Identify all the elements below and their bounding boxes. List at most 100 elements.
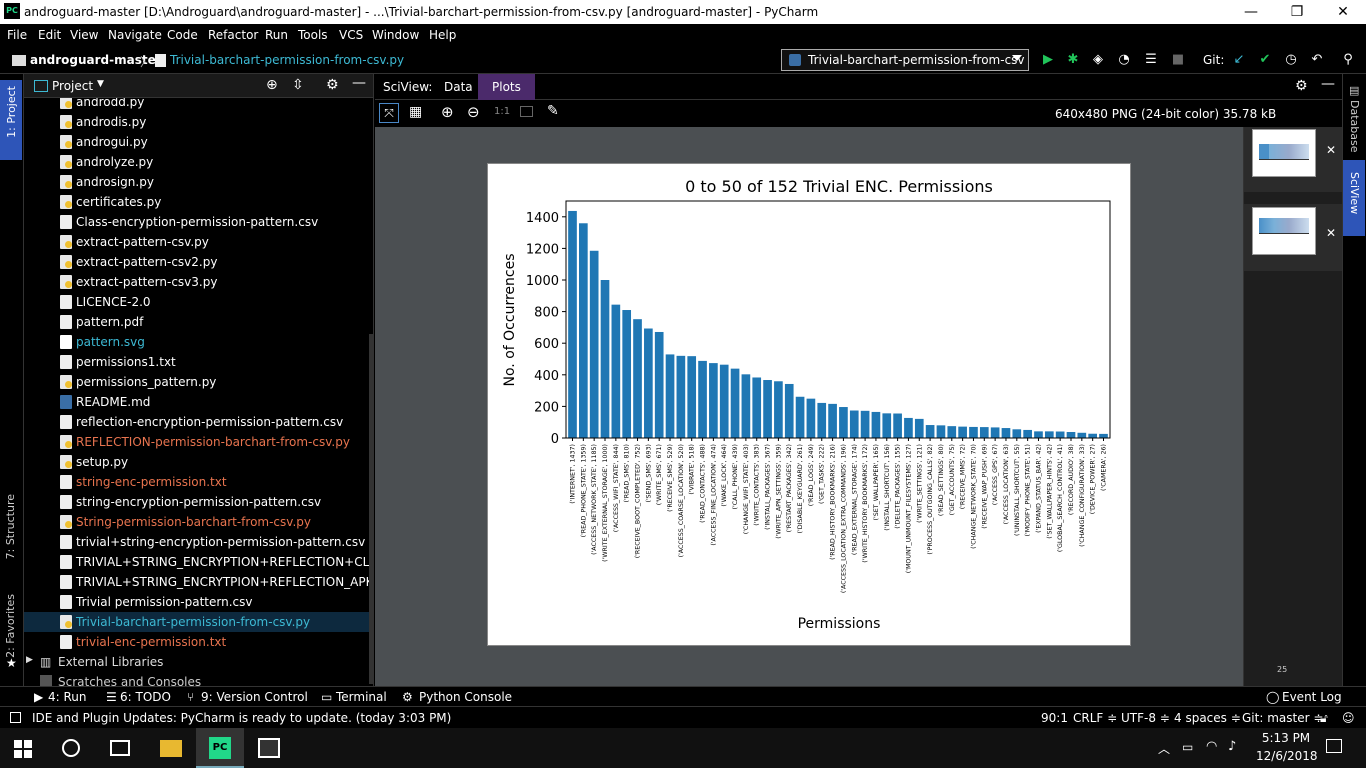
tree-file-item[interactable]: string-enc-permission.txt [24, 472, 373, 492]
expand-arrow-icon[interactable]: ▶ [26, 655, 33, 665]
tree-file-item[interactable]: String-permission-barchart-from-csv.py [24, 512, 373, 532]
thumbnail-2[interactable]: ✕ [1244, 204, 1342, 271]
tree-file-item[interactable]: string-encryption-permission-pattern.csv [24, 492, 373, 512]
menu-edit[interactable]: Edit [38, 28, 62, 42]
task-view-icon[interactable] [110, 740, 130, 756]
actual-size-button[interactable]: 1:1 [494, 106, 511, 117]
tab-sciview[interactable]: SciView [1348, 172, 1361, 215]
project-tab-highlight[interactable]: 1: Project [0, 80, 22, 160]
tree-file-item[interactable]: androdis.py [24, 112, 373, 132]
tree-file-item[interactable]: androgui.py [24, 132, 373, 152]
wifi-icon[interactable]: ◠ [1206, 739, 1218, 754]
tab-version-control[interactable]: 9: Version Control [201, 690, 308, 704]
file-explorer-icon[interactable] [160, 740, 182, 757]
action-center-icon[interactable] [1326, 739, 1342, 753]
gear-icon[interactable]: ⚙ [326, 77, 339, 93]
tree-file-item[interactable]: TRIVIAL+STRING_ENCRYPTION+REFLECTION+CLA… [24, 552, 373, 572]
tree-file-item[interactable]: extract-pattern-csv.py [24, 232, 373, 252]
tree-external-libraries[interactable]: ▶ ▥ External Libraries [24, 652, 373, 672]
hide-panel-icon[interactable]: — [1321, 76, 1335, 92]
tab-run[interactable]: 4: Run [48, 690, 87, 704]
hide-panel-icon[interactable]: — [352, 75, 366, 91]
tab-structure[interactable]: 7: Structure [4, 494, 17, 560]
pycharm-taskbar-button[interactable]: PC [196, 728, 244, 768]
tree-file-item[interactable]: permissions1.txt [24, 352, 373, 372]
tab-project[interactable]: 1: Project [5, 86, 18, 138]
close-icon[interactable]: ✕ [1326, 226, 1337, 240]
project-panel-title[interactable]: Project [52, 79, 94, 93]
tree-file-item[interactable]: androdd.py [24, 98, 373, 112]
tab-terminal[interactable]: Terminal [336, 690, 387, 704]
cursor-position[interactable]: 90:1 [1041, 711, 1068, 725]
gear-icon[interactable]: ⚙ [1295, 78, 1308, 94]
tab-python-console[interactable]: Python Console [419, 690, 513, 704]
tree-file-item[interactable]: certificates.py [24, 192, 373, 212]
debug-icon[interactable]: ✱ [1067, 52, 1079, 67]
minimize-button[interactable]: — [1244, 4, 1258, 20]
stop-icon[interactable]: ■ [1171, 52, 1185, 67]
fit-zoom-icon[interactable]: ⤧ [379, 103, 399, 123]
profile-icon[interactable]: ◔ [1118, 52, 1130, 67]
concurrency-icon[interactable]: ☰ [1145, 52, 1157, 67]
tree-file-item[interactable]: extract-pattern-csv3.py [24, 272, 373, 292]
tree-scrollbar[interactable] [369, 334, 373, 684]
tray-chevron-icon[interactable]: ︿ [1158, 742, 1171, 756]
zoom-out-icon[interactable]: ⊖ [467, 103, 480, 121]
zoom-in-icon[interactable]: ⊕ [441, 103, 454, 121]
run-icon[interactable]: ▶ [1043, 52, 1053, 67]
run-configuration-select[interactable]: Trivial-barchart-permission-from-csv [781, 49, 1029, 71]
coverage-icon[interactable]: ◈ [1093, 52, 1103, 67]
tree-file-item[interactable]: trivial+string-encryption-permission-pat… [24, 532, 373, 552]
menu-window[interactable]: Window [372, 28, 420, 42]
file-encoding[interactable]: UTF-8 ≑ [1121, 711, 1170, 725]
tree-file-item[interactable]: pattern.svg [24, 332, 373, 352]
tab-database[interactable]: Database [1348, 100, 1361, 153]
tree-file-item[interactable]: Trivial-barchart-permission-from-csv.py [24, 612, 373, 632]
menu-vcs[interactable]: VCS [339, 28, 364, 42]
status-toggle-icon[interactable] [10, 712, 21, 723]
tree-file-item[interactable]: trivial-enc-permission.txt [24, 632, 373, 652]
menu-refactor[interactable]: Refactor [208, 28, 259, 42]
history-icon[interactable]: ◷ [1285, 52, 1297, 67]
search-icon[interactable]: ⚲ [1343, 52, 1353, 67]
menu-run[interactable]: Run [265, 28, 289, 42]
lock-icon[interactable]: 🔓︎ [1320, 711, 1328, 725]
tree-file-item[interactable]: Class-encryption-permission-pattern.csv [24, 212, 373, 232]
tree-scratches[interactable]: Scratches and Consoles [24, 672, 373, 686]
tree-file-item[interactable]: extract-pattern-csv2.py [24, 252, 373, 272]
grid-icon[interactable]: ▦ [409, 104, 423, 120]
color-picker-icon[interactable]: ✎ [547, 103, 559, 119]
tree-file-item[interactable]: TRIVIAL+STRING_ENCRYTPION+REFLECTION_APK… [24, 572, 373, 592]
menu-navigate[interactable]: Navigate [108, 28, 162, 42]
tree-file-item[interactable]: androlyze.py [24, 152, 373, 172]
tree-file-item[interactable]: androsign.py [24, 172, 373, 192]
tree-file-item[interactable]: permissions_pattern.py [24, 372, 373, 392]
battery-icon[interactable]: ▭ [1182, 740, 1194, 754]
close-icon[interactable]: ✕ [1326, 143, 1337, 157]
restore-button[interactable]: ❐ [1290, 4, 1304, 20]
photos-icon[interactable] [258, 738, 280, 758]
breadcrumb-file[interactable]: Trivial-barchart-permission-from-csv.py [170, 53, 405, 67]
rollback-icon[interactable]: ↶ [1311, 52, 1323, 67]
tree-file-item[interactable]: REFLECTION-permission-barchart-from-csv.… [24, 432, 373, 452]
indent-setting[interactable]: 4 spaces ≑ [1174, 711, 1241, 725]
tree-file-item[interactable]: setup.py [24, 452, 373, 472]
tree-file-item[interactable]: Trivial permission-pattern.csv [24, 592, 373, 612]
menu-help[interactable]: Help [429, 28, 457, 42]
notifications-icon[interactable]: ☺ [1342, 711, 1355, 725]
tab-event-log[interactable]: Event Log [1282, 690, 1342, 704]
chevron-down-icon[interactable]: ▼ [97, 79, 104, 89]
git-update-icon[interactable]: ↙ [1233, 52, 1245, 67]
scroll-from-source-icon[interactable]: ⊕ [266, 77, 278, 93]
tree-file-item[interactable]: reflection-encryption-permission-pattern… [24, 412, 373, 432]
tree-file-item[interactable]: LICENCE-2.0 [24, 292, 373, 312]
clock-date[interactable]: 12/6/2018 [1256, 749, 1318, 763]
close-window-button[interactable]: ✕ [1337, 4, 1349, 20]
fit-window-icon[interactable] [520, 106, 533, 117]
cortana-icon[interactable] [62, 739, 80, 757]
line-separator[interactable]: CRLF ≑ [1073, 711, 1118, 725]
menu-view[interactable]: View [70, 28, 99, 42]
tree-file-item[interactable]: pattern.pdf [24, 312, 373, 332]
tab-favorites[interactable]: 2: Favorites [4, 594, 17, 658]
tab-plots[interactable]: Plots [478, 74, 535, 100]
